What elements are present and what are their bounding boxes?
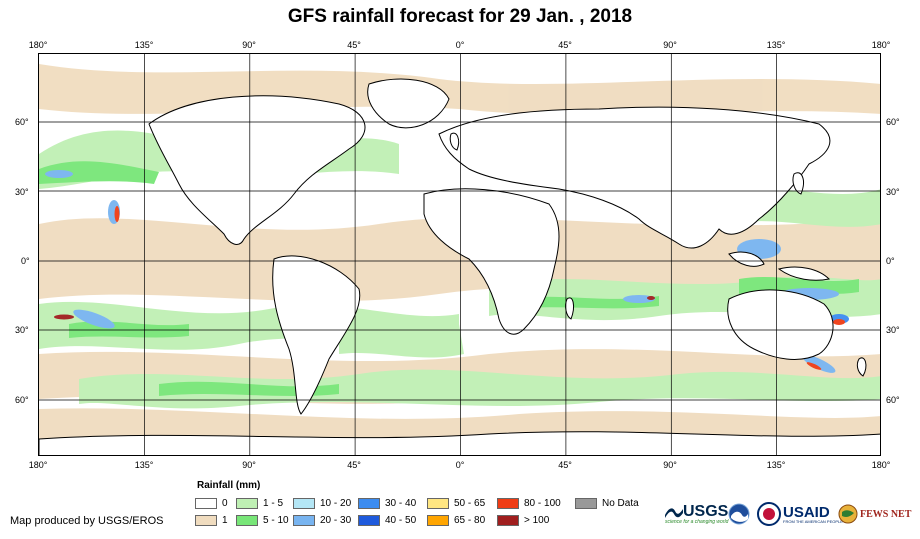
- lon-label: 135°: [766, 40, 786, 50]
- lat-label: 30°: [886, 325, 900, 335]
- lon-label: 0°: [455, 460, 465, 470]
- map-title: GFS rainfall forecast for 29 Jan. , 2018: [287, 6, 633, 27]
- fewsnet-logo: FEWS NET: [838, 500, 911, 528]
- lon-label: 135°: [134, 460, 154, 470]
- island-new-guinea: [777, 266, 831, 281]
- legend-swatch: [195, 497, 217, 509]
- lon-label: 135°: [134, 40, 154, 50]
- legend-item-3: 5 - 10: [236, 513, 289, 527]
- legend-label: 5 - 10: [263, 514, 289, 526]
- legend-swatch: [497, 514, 519, 526]
- lon-label: 90°: [663, 460, 677, 470]
- legend-label: > 100: [524, 514, 550, 526]
- legend-swatch: [236, 514, 258, 526]
- island-uk: [449, 132, 460, 151]
- legend-item-6: 30 - 40: [358, 496, 416, 510]
- legend-item-11: > 100: [497, 513, 549, 527]
- fewsnet-wordmark: FEWS NET: [860, 508, 912, 520]
- legend-label: 30 - 40: [385, 497, 417, 509]
- legend-item-10: 80 - 100: [497, 496, 561, 510]
- island-new-zealand: [856, 357, 867, 377]
- legend-swatch: [358, 497, 380, 509]
- continent-antarctica: [39, 431, 880, 455]
- legend-label: 1 - 5: [263, 497, 284, 509]
- continent-greenland: [367, 78, 450, 129]
- lat-label: 60°: [15, 117, 29, 127]
- lon-label: 180°: [871, 40, 891, 50]
- continent-australia: [727, 289, 834, 360]
- legend-label: 20 - 30: [320, 514, 352, 526]
- rainfall-map[interactable]: [38, 53, 881, 456]
- lon-label: 45°: [558, 460, 572, 470]
- lat-label: 30°: [886, 187, 900, 197]
- lon-label: 180°: [871, 460, 891, 470]
- usaid-seal-icon: [757, 502, 781, 526]
- usgs-tagline: science for a changing world: [665, 518, 729, 525]
- legend-label: 50 - 65: [454, 497, 486, 509]
- legend-label: 40 - 50: [385, 514, 417, 526]
- lon-label: 90°: [242, 40, 256, 50]
- legend-item-5: 20 - 30: [293, 513, 351, 527]
- island-japan: [792, 172, 804, 195]
- rainfall-map-canvas: [39, 54, 880, 455]
- legend-swatch: [293, 514, 315, 526]
- lat-label: 0°: [21, 256, 30, 266]
- continent-outlines: [39, 78, 880, 455]
- lat-label: 30°: [15, 325, 29, 335]
- usgs-logo: USGS science for a changing world: [665, 500, 728, 528]
- legend-item-7: 40 - 50: [358, 513, 416, 527]
- legend-label: 10 - 20: [320, 497, 352, 509]
- legend-item-12: No Data: [575, 496, 639, 510]
- lat-label: 0°: [886, 256, 895, 266]
- usaid-logo: USAID FROM THE AMERICAN PEOPLE: [757, 500, 843, 528]
- usgs-wave-icon: [665, 507, 683, 518]
- noaa-logo: [728, 500, 750, 528]
- lon-label: 45°: [347, 460, 361, 470]
- legend-item-2: 1 - 5: [236, 496, 283, 510]
- continent-eurasia: [438, 106, 831, 249]
- continent-africa: [423, 188, 560, 335]
- legend-item-9: 65 - 80: [427, 513, 485, 527]
- graticule: [39, 54, 880, 455]
- legend-swatch: [236, 497, 258, 509]
- usaid-tagline: FROM THE AMERICAN PEOPLE: [783, 518, 843, 524]
- legend-title: Rainfall (mm): [197, 480, 261, 491]
- legend-swatch: [358, 514, 380, 526]
- legend-label: 65 - 80: [454, 514, 486, 526]
- lat-label: 30°: [15, 187, 29, 197]
- lon-label: 180°: [28, 460, 48, 470]
- legend-label: 1: [222, 514, 228, 526]
- legend-item-8: 50 - 65: [427, 496, 485, 510]
- island-borneo: [728, 251, 765, 267]
- legend-label: 0: [222, 497, 228, 509]
- usgs-wordmark: USGS: [683, 502, 729, 520]
- legend-label: No Data: [602, 497, 639, 509]
- legend-label: 80 - 100: [524, 497, 561, 509]
- lon-label: 0°: [455, 40, 465, 50]
- lon-label: 135°: [766, 460, 786, 470]
- fewsnet-globe-icon: [838, 504, 858, 524]
- legend-swatch: [575, 497, 597, 509]
- noaa-emblem-icon: [728, 503, 750, 525]
- lat-label: 60°: [886, 395, 900, 405]
- usaid-wordmark: USAID: [783, 503, 830, 521]
- lon-label: 90°: [663, 40, 677, 50]
- lon-label: 45°: [558, 40, 572, 50]
- lat-label: 60°: [15, 395, 29, 405]
- map-credit: Map produced by USGS/EROS: [10, 515, 164, 527]
- continent-north-america: [148, 95, 366, 245]
- legend-swatch: [497, 497, 519, 509]
- legend-swatch: [293, 497, 315, 509]
- continent-south-america: [272, 255, 361, 415]
- lat-label: 60°: [886, 117, 900, 127]
- legend-item-4: 10 - 20: [293, 496, 351, 510]
- legend-swatch: [427, 514, 449, 526]
- lon-label: 90°: [242, 460, 256, 470]
- lon-label: 45°: [347, 40, 361, 50]
- legend-swatch: [427, 497, 449, 509]
- legend-swatch: [195, 514, 217, 526]
- legend-item-0: 0: [195, 496, 228, 510]
- legend-item-1: 1: [195, 513, 228, 527]
- lon-label: 180°: [28, 40, 48, 50]
